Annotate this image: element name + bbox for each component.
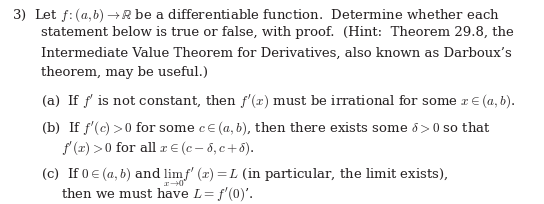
Text: Intermediate Value Theorem for Derivatives, also known as Darboux’s: Intermediate Value Theorem for Derivativ… [41,46,511,59]
Text: $f'(x)>0$ for all $x\in(c-\delta,c+\delta)$.: $f'(x)>0$ for all $x\in(c-\delta,c+\delt… [61,138,255,156]
Text: (c)  If $0\in(a,b)$ and $\lim_{x\rightarrow 0}f'(x)=L$ (in particular, the limit: (c) If $0\in(a,b)$ and $\lim_{x\rightarr… [41,164,448,188]
Text: then we must have $L=f'(0)$’.: then we must have $L=f'(0)$’. [61,184,254,202]
Text: (b)  If $f'(c)>0$ for some $c\in(a,b)$, then there exists some $\delta>0$ so tha: (b) If $f'(c)>0$ for some $c\in(a,b)$, t… [41,118,491,136]
Text: statement below is true or false, with proof.  (Hint:  Theorem 29.8, the: statement below is true or false, with p… [41,26,514,39]
Text: (a)  If $f'$ is not constant, then $f'(x)$ must be irrational for some $x\in(a,b: (a) If $f'$ is not constant, then $f'(x)… [41,92,516,110]
Text: theorem, may be useful.): theorem, may be useful.) [41,66,208,79]
Text: 3)  Let $f:(a,b)\rightarrow\mathbb{R}$ be a differentiable function.  Determine : 3) Let $f:(a,b)\rightarrow\mathbb{R}$ be… [12,6,499,24]
